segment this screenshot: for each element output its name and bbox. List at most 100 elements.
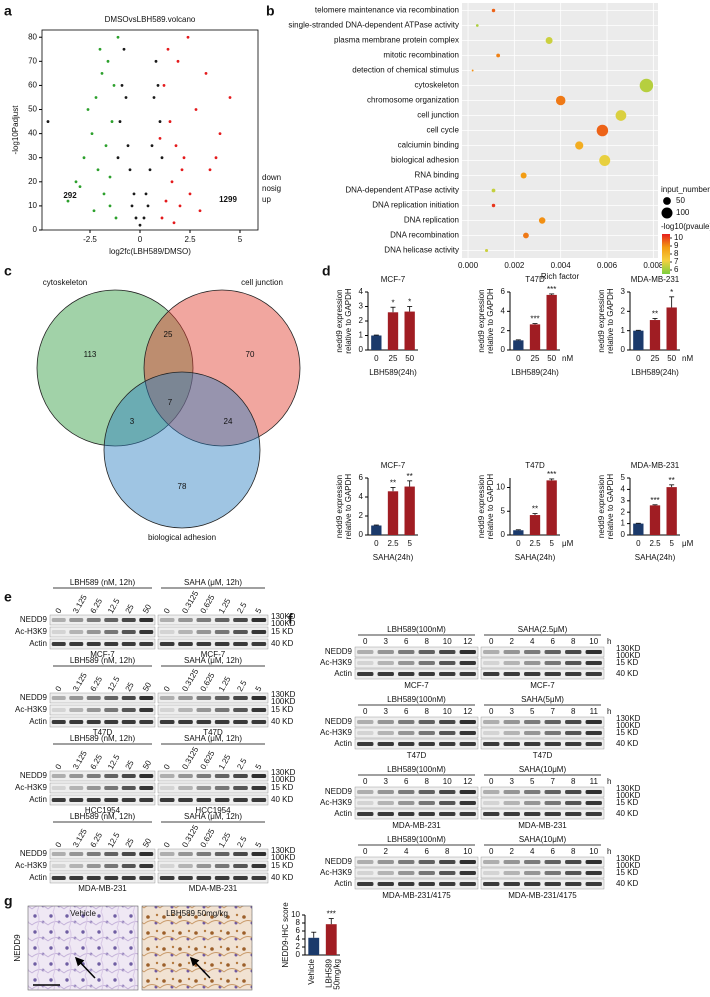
band [251, 642, 267, 646]
lane-label: 0 [162, 840, 172, 849]
blot-strip [354, 856, 479, 868]
band [51, 798, 66, 802]
cell-label: MCF-7 [530, 681, 555, 690]
point [170, 180, 174, 184]
band [121, 852, 136, 856]
significance: * [408, 298, 411, 307]
band [459, 801, 476, 805]
band [196, 798, 212, 802]
lane-label: 6 [404, 637, 409, 646]
band [159, 876, 175, 880]
blot-strip [49, 860, 156, 872]
x-tick-label: 2.5 [387, 539, 399, 548]
band [524, 650, 541, 654]
lane-label: 12 [463, 637, 472, 646]
blot-strip [157, 794, 269, 806]
x-tick-label: -2.5 [83, 235, 97, 244]
y-tick-label: 10 [28, 201, 37, 210]
treatment-label: LBH589(100nM) [387, 765, 446, 774]
band [178, 786, 193, 790]
category-label: calciumin binding [398, 141, 459, 150]
point [144, 192, 148, 196]
colorbar-label: 10 [674, 233, 683, 242]
y-axis-label: -log10Padjust [11, 105, 20, 155]
marker-label: 100KD [616, 721, 641, 730]
lane-label: 3.125 [71, 671, 89, 693]
lane-label: 8 [571, 847, 576, 856]
band [459, 650, 476, 654]
band [418, 812, 435, 816]
band [139, 708, 154, 712]
unit-label: μM [682, 539, 694, 548]
point [142, 216, 146, 220]
lane-label: 0 [489, 637, 494, 646]
band [121, 720, 136, 724]
band [524, 742, 541, 746]
bar [371, 335, 382, 350]
blot-strip [49, 782, 156, 794]
error-bar [390, 306, 396, 313]
row-label: Ac-H3K9 [320, 658, 353, 667]
marker-label: 15 KD [616, 868, 638, 877]
band [544, 790, 561, 794]
x-tick-label: 0 [516, 354, 521, 363]
band [214, 696, 230, 700]
lane-label: 5 [530, 707, 535, 716]
error-bar [390, 487, 396, 492]
point [148, 168, 152, 172]
panel-label: a [4, 3, 12, 19]
point [110, 120, 114, 123]
band [357, 801, 374, 805]
band [139, 618, 154, 622]
band [459, 871, 476, 875]
x-tick-label: 0 [374, 354, 379, 363]
band [233, 864, 248, 868]
panel-label: b [266, 3, 275, 19]
point [218, 132, 222, 136]
band [139, 864, 154, 868]
point [162, 84, 166, 87]
point [174, 144, 178, 148]
band [251, 852, 267, 856]
band [459, 790, 476, 794]
row-label: Ac-H3K9 [320, 728, 353, 737]
significance: *** [327, 910, 336, 919]
band [418, 672, 435, 676]
band [51, 786, 66, 790]
marker-label: 40 KD [616, 739, 638, 748]
lane-label: 25 [124, 602, 137, 615]
dot [538, 217, 546, 224]
bar [308, 937, 320, 955]
band [503, 860, 520, 864]
blot-strip [49, 626, 156, 638]
x-tick-label: 5 [407, 539, 412, 548]
x-tick-label: LBH589 [324, 958, 333, 987]
marker-label: 40 KD [271, 873, 293, 882]
band [524, 672, 541, 676]
y-tick-label: 0 [359, 345, 364, 354]
band [524, 720, 541, 724]
band [121, 696, 136, 700]
band [398, 672, 415, 676]
dot [485, 248, 489, 253]
lane-label: 0 [54, 840, 64, 849]
error-bar [669, 484, 675, 488]
point [96, 168, 100, 172]
band [69, 864, 84, 868]
band [104, 864, 119, 868]
bar [513, 340, 524, 350]
band [357, 731, 374, 735]
band [483, 661, 500, 665]
band [418, 790, 435, 794]
y-axis-label: relative to GAPDH [606, 288, 615, 354]
significance: * [391, 298, 394, 307]
y-tick-label: 4 [501, 306, 506, 315]
dot [475, 24, 479, 27]
lane-label: 10 [589, 847, 598, 856]
band [357, 720, 374, 724]
y-tick-label: 3 [359, 302, 364, 311]
lane-label: 3 [510, 707, 515, 716]
ihc-condition: LBH589 50mg/kg [166, 909, 228, 918]
band [104, 774, 119, 778]
